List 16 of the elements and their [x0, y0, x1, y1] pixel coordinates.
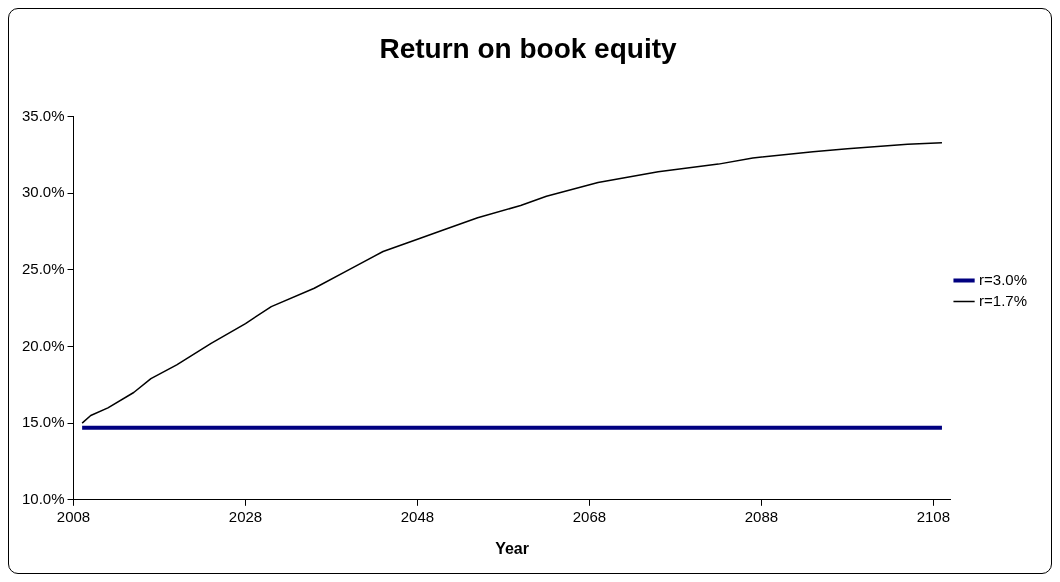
x-tick-label: 2008	[56, 507, 91, 525]
x-axis-title: Year	[495, 539, 529, 557]
x-tick-label: 2068	[572, 507, 607, 525]
legend-label: r=1.7%	[979, 291, 1028, 309]
chart-title: Return on book equity	[379, 32, 677, 64]
y-tick-label: 20.0%	[21, 336, 65, 354]
legend-label: r=3.0%	[979, 270, 1028, 288]
y-tick-label: 25.0%	[21, 260, 65, 278]
x-tick-label: 2088	[744, 507, 779, 525]
y-tick-label: 15.0%	[21, 413, 65, 431]
y-tick-label: 10.0%	[21, 489, 65, 507]
x-tick-label: 2108	[916, 507, 951, 525]
x-tick-label: 2048	[400, 507, 435, 525]
y-tick-label: 30.0%	[21, 183, 65, 201]
x-tick-label: 2028	[228, 507, 263, 525]
y-tick-label: 35.0%	[21, 106, 65, 124]
